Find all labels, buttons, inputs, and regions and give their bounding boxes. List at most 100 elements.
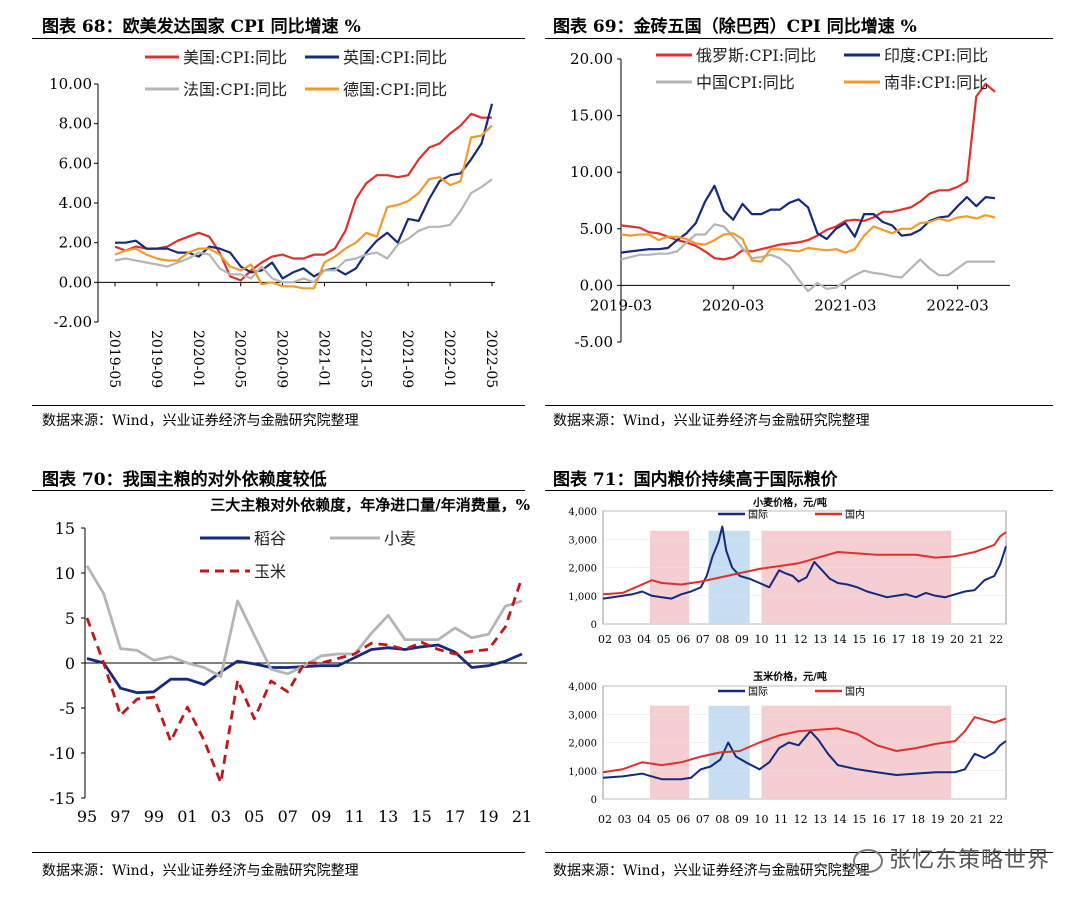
x-tick-label: 06 (676, 633, 690, 646)
x-tick-label: 14 (833, 633, 847, 646)
series-line (114, 124, 493, 290)
x-tick-label: 09 (735, 633, 749, 646)
series-line (86, 643, 523, 695)
source-rule (32, 852, 525, 853)
y-tick-label: 0 (591, 795, 597, 806)
legend-za-label: 南非:CPI:同比 (884, 73, 988, 92)
x-tick-label: 08 (715, 633, 729, 646)
y-tick-label: 3,000 (568, 710, 597, 721)
y-tick-label: 2,000 (568, 739, 597, 750)
title-rule (545, 38, 1053, 39)
series-line (620, 82, 996, 261)
legend-intl-label: 国际 (748, 509, 768, 521)
x-tick-label: 12 (794, 633, 808, 646)
legend-domestic-label: 国内 (845, 685, 865, 698)
x-tick-label: 04 (637, 633, 651, 646)
y-tick-label: 5.00 (580, 220, 613, 238)
y-tick-label: -5.00 (575, 333, 613, 351)
y-tick-label: 1,000 (568, 592, 597, 603)
y-tick-label: 15.00 (570, 107, 613, 125)
x-tick-label: 19 (931, 633, 945, 646)
y-tick-label: 0 (591, 620, 597, 631)
x-tick-label: 21 (512, 807, 532, 826)
title-rule (32, 490, 525, 491)
y-tick-label: 1,000 (568, 767, 597, 778)
x-tick-label: 11 (774, 813, 788, 826)
x-tick-label: 05 (657, 633, 671, 646)
x-tick-label: 16 (872, 813, 886, 826)
panel-68-source: 数据来源：Wind，兴业证券经济与金融研究院整理 (42, 413, 359, 429)
x-tick-label: 13 (378, 807, 398, 826)
x-tick-label: 20 (950, 633, 964, 646)
x-tick-label: 2019-03 (590, 296, 652, 314)
x-tick-label: 10 (755, 633, 769, 646)
x-tick-label: 05 (244, 807, 264, 826)
x-tick-label: 07 (696, 813, 710, 826)
panel-71-source: 数据来源：Wind，兴业证券经济与金融研究院整理 (553, 863, 870, 879)
x-tick-label: 15 (852, 813, 866, 826)
x-tick-label: 19 (478, 807, 498, 826)
x-tick-label: 2020-03 (702, 296, 764, 314)
series-line (114, 112, 492, 282)
legend-us-label: 美国:CPI:同比 (183, 48, 287, 67)
legend-fr-label: 法国:CPI:同比 (183, 80, 287, 99)
y-tick-label: 5 (65, 609, 75, 628)
x-tick-label: 08 (715, 813, 729, 826)
x-tick-label: 20 (950, 813, 964, 826)
x-tick-label: 2022-01 (441, 330, 457, 388)
x-tick-label: 11 (345, 807, 365, 826)
x-tick-label: 95 (77, 807, 97, 826)
y-tick-label: -15 (49, 789, 75, 808)
series-line (115, 103, 494, 280)
y-tick-label: 8.00 (59, 115, 92, 133)
x-tick-label: 19 (931, 813, 945, 826)
legend-uk-label: 英国:CPI:同比 (343, 48, 447, 67)
y-tick-label: 0.00 (59, 273, 92, 291)
y-tick-label: 0 (65, 654, 75, 673)
x-tick-label: 07 (696, 633, 710, 646)
series-line (602, 525, 1007, 600)
legend-wheat-label: 小麦 (384, 529, 416, 548)
x-tick-label: 2020-09 (274, 330, 290, 388)
subchart-title: 玉米价格，元/吨 (753, 670, 827, 683)
y-tick-label: 2.00 (59, 234, 92, 252)
title-rule (32, 38, 525, 39)
subchart-title: 小麦价格，元/吨 (752, 496, 827, 509)
title-rule (545, 490, 1053, 491)
y-tick-label: 4,000 (568, 682, 597, 693)
x-tick-label: 10 (755, 813, 769, 826)
shaded-period (761, 705, 952, 799)
series-line (85, 577, 524, 785)
y-tick-label: -5 (59, 699, 75, 718)
x-tick-label: 2021-01 (315, 330, 331, 388)
source-rule (545, 852, 1053, 853)
x-tick-label: 05 (657, 813, 671, 826)
legend-corn-label: 玉米 (254, 562, 286, 581)
series-line (114, 178, 493, 284)
x-tick-label: 02 (598, 633, 612, 646)
x-tick-label: 03 (618, 813, 632, 826)
x-tick-label: 11 (774, 633, 788, 646)
x-tick-label: 12 (794, 813, 808, 826)
x-tick-label: 09 (311, 807, 331, 826)
x-tick-label: 18 (911, 633, 925, 646)
x-tick-label: 2022-03 (926, 296, 988, 314)
legend-ru-label: 俄罗斯:CPI:同比 (696, 46, 816, 65)
series-line (620, 223, 995, 293)
y-tick-label: 10.00 (49, 75, 92, 93)
watermark: 张忆东策略世界 (852, 842, 1050, 874)
panel-68-title: 图表 68：欧美发达国家 CPI 同比增速 % (42, 17, 361, 37)
panel-70-title: 图表 70：我国主粮的对外依赖度较低 (42, 470, 327, 490)
x-tick-label: 2019-09 (148, 330, 164, 388)
y-tick-label: 0.00 (580, 276, 613, 294)
y-tick-label: 10 (55, 564, 75, 583)
x-tick-label: 01 (177, 807, 197, 826)
x-tick-label: 15 (411, 807, 431, 826)
x-tick-label: 16 (872, 633, 886, 646)
x-tick-label: 03 (618, 633, 632, 646)
x-tick-label: 17 (891, 633, 905, 646)
x-tick-label: 2020-01 (190, 330, 206, 388)
x-tick-label: 17 (445, 807, 465, 826)
x-tick-label: 99 (144, 807, 164, 826)
